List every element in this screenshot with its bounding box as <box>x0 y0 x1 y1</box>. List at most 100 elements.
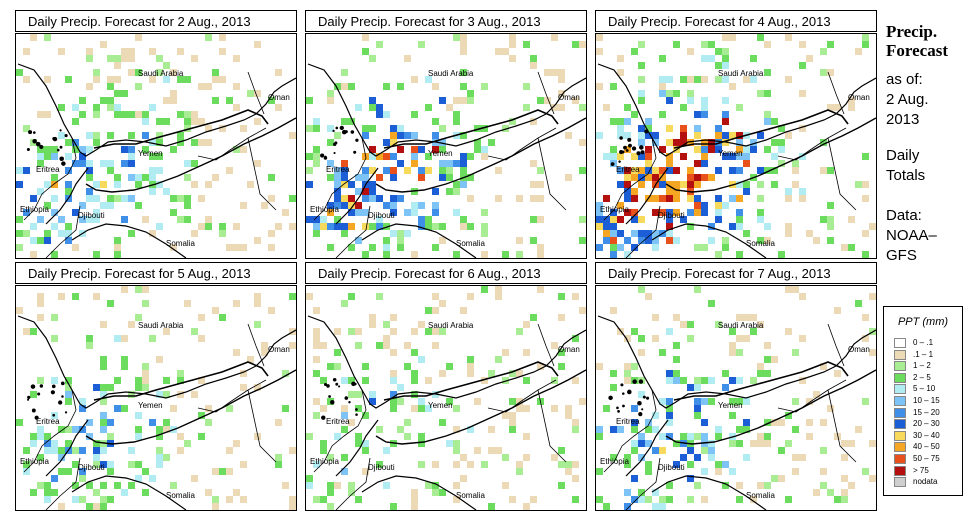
precip-cell <box>666 90 673 97</box>
precip-cell <box>652 335 659 342</box>
precip-cell <box>757 482 764 489</box>
precip-cell <box>313 153 320 160</box>
precip-cell <box>446 174 453 181</box>
precip-cell <box>736 139 743 146</box>
legend-title: PPT (mm) <box>897 316 949 328</box>
precip-cell <box>268 230 275 237</box>
precip-cell <box>205 181 212 188</box>
precip-cell <box>44 496 51 503</box>
precip-cell <box>100 503 107 510</box>
legend-swatch <box>894 419 906 430</box>
precip-cell <box>65 223 72 230</box>
precip-cell <box>701 139 708 146</box>
precip-cell <box>100 41 107 48</box>
precip-cell <box>652 503 659 510</box>
precip-cell <box>694 174 701 181</box>
precip-cell <box>327 202 334 209</box>
precip-cell <box>65 391 72 398</box>
precip-cell <box>86 167 93 174</box>
precip-cell <box>107 468 114 475</box>
precip-cell <box>425 104 432 111</box>
precip-cell <box>341 118 348 125</box>
precip-cell <box>327 139 334 146</box>
island-dot <box>27 398 30 401</box>
precip-cell <box>596 83 603 90</box>
precip-cell <box>425 405 432 412</box>
place-label-yemen: Yemen <box>718 149 743 158</box>
precip-cell <box>659 83 666 90</box>
precip-cell <box>558 76 565 83</box>
precip-cell <box>736 314 743 321</box>
precip-cell <box>645 496 652 503</box>
precip-cell <box>708 440 715 447</box>
precip-cell <box>114 104 121 111</box>
precip-cell <box>390 153 397 160</box>
island-dot <box>617 410 620 413</box>
precip-cell <box>652 139 659 146</box>
precip-cell <box>432 461 439 468</box>
precip-cell <box>383 237 390 244</box>
precip-cell <box>523 104 530 111</box>
precip-cell <box>114 335 121 342</box>
precip-cell <box>764 146 771 153</box>
legend-label: 15 – 20 <box>913 407 940 417</box>
precip-cell <box>722 76 729 83</box>
precip-cell <box>694 209 701 216</box>
precip-cell <box>355 209 362 216</box>
map-boundary <box>673 361 849 401</box>
precip-cell <box>254 433 261 440</box>
precip-cell <box>107 461 114 468</box>
precip-cell <box>572 426 579 433</box>
place-label-yemen: Yemen <box>718 401 743 410</box>
precip-cell <box>37 188 44 195</box>
precip-cell <box>729 132 736 139</box>
precip-cell <box>708 223 715 230</box>
precip-cell <box>184 216 191 223</box>
precip-cell <box>792 468 799 475</box>
precip-cell <box>579 167 586 174</box>
precip-cell <box>432 489 439 496</box>
precip-cell <box>722 237 729 244</box>
precip-cell <box>687 167 694 174</box>
precip-cell <box>869 475 876 482</box>
precip-cell <box>362 125 369 132</box>
precip-cell <box>645 419 652 426</box>
precip-cell <box>551 454 558 461</box>
precip-cell <box>631 440 638 447</box>
precip-cell <box>624 461 631 468</box>
map-boundary <box>665 369 876 445</box>
as-of-line: as of: <box>886 71 923 88</box>
precip-cell <box>383 447 390 454</box>
precip-cell <box>289 496 296 503</box>
precip-cell <box>58 447 65 454</box>
totals-note: Daily Totals <box>886 146 971 186</box>
island-dot <box>26 147 30 152</box>
precip-cell <box>198 118 205 125</box>
precip-cell <box>743 76 750 83</box>
precip-cell <box>156 391 163 398</box>
precip-cell <box>198 412 205 419</box>
precip-cell <box>638 125 645 132</box>
precip-cell <box>306 475 313 482</box>
precip-cell <box>785 496 792 503</box>
precip-cell <box>439 237 446 244</box>
precip-cell <box>65 468 72 475</box>
precip-cell <box>603 230 610 237</box>
precip-cell <box>523 377 530 384</box>
precip-cell <box>100 482 107 489</box>
precip-cell <box>624 209 631 216</box>
precip-cell <box>579 41 586 48</box>
panel-title: Daily Precip. Forecast for 2 Aug., 2013 <box>15 10 297 32</box>
precip-cell <box>596 496 603 503</box>
precip-cell <box>156 433 163 440</box>
precip-cell <box>645 118 652 125</box>
precip-cell <box>383 139 390 146</box>
precip-cell <box>16 181 23 188</box>
precip-cell <box>701 377 708 384</box>
precip-cell <box>313 370 320 377</box>
precip-cell <box>320 440 327 447</box>
precip-cell <box>226 405 233 412</box>
legend-item: 50 – 75 <box>894 454 960 465</box>
precip-cell <box>184 160 191 167</box>
precip-cell <box>764 237 771 244</box>
